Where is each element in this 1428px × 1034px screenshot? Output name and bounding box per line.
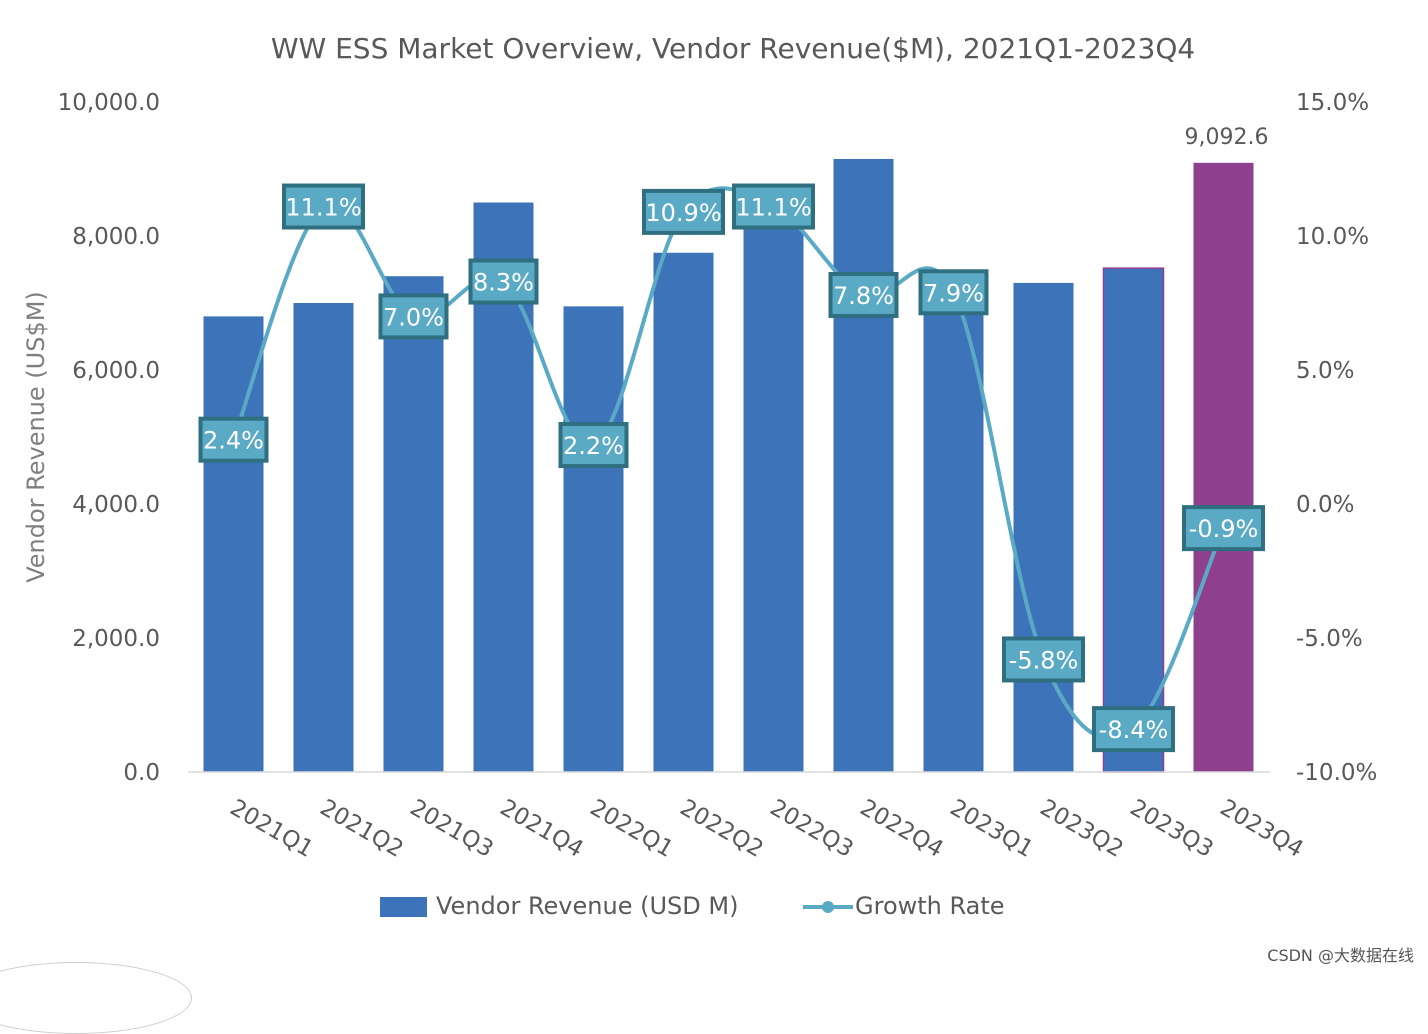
growth-label-box xyxy=(828,271,899,318)
y-tick-label: 4,000.0 xyxy=(72,492,160,518)
growth-label-2023Q4: -0.9% xyxy=(1189,515,1259,543)
growth-label-2022Q4: 7.8% xyxy=(833,282,894,310)
y2-tick-label: 10.0% xyxy=(1296,224,1369,250)
x-tick-label: 2023Q2 xyxy=(1036,795,1128,863)
x-tick-label: 2021Q1 xyxy=(226,795,318,863)
y-axis-label: Vendor Revenue (US$M) xyxy=(22,291,50,583)
growth-label-2021Q4: 8.3% xyxy=(473,269,534,297)
growth-label-box xyxy=(1092,706,1175,753)
bar-2023Q4 xyxy=(1193,162,1254,773)
legend-swatch-revenue xyxy=(380,897,427,917)
y2-tick-label: 15.0% xyxy=(1296,90,1369,116)
bar-2022Q1 xyxy=(563,306,624,772)
growth-label-2023Q2: -5.8% xyxy=(1009,646,1079,674)
combo-chart: WW ESS Market Overview, Vendor Revenue($… xyxy=(22,32,1377,920)
legend-label-revenue: Vendor Revenue (USD M) xyxy=(436,892,738,920)
bar-2021Q3 xyxy=(383,276,444,772)
growth-label-2021Q1: 2.4% xyxy=(203,427,264,455)
bar-2022Q3 xyxy=(743,192,804,772)
revenue-bars xyxy=(203,158,1254,773)
growth-label-2022Q1: 2.2% xyxy=(563,432,624,460)
x-axis-ticks: 2021Q12021Q22021Q32021Q42022Q12022Q22022… xyxy=(226,795,1308,863)
growth-label-2022Q2: 10.9% xyxy=(645,199,721,227)
growth-label-box xyxy=(1182,505,1265,552)
x-tick-label: 2021Q2 xyxy=(316,795,408,863)
y2-axis-ticks: -10.0% -5.0% 0.0% 5.0% 10.0% 15.0% xyxy=(1296,90,1377,786)
x-tick-label: 2021Q3 xyxy=(406,795,498,863)
y2-tick-label: 5.0% xyxy=(1296,358,1354,384)
growth-label-box xyxy=(558,422,629,469)
bar-2023Q3 xyxy=(1103,268,1164,772)
x-tick-label: 2023Q3 xyxy=(1126,795,1218,863)
y2-tick-label: -10.0% xyxy=(1296,760,1377,786)
bar-2021Q2 xyxy=(293,303,354,772)
y-tick-label: 8,000.0 xyxy=(72,224,160,250)
growth-label-2023Q1: 7.9% xyxy=(923,279,984,307)
bar-2022Q2 xyxy=(653,252,714,772)
legend-marker-growth xyxy=(822,901,834,913)
growth-label-box xyxy=(918,269,989,316)
bar-2023Q2 xyxy=(1013,282,1074,772)
x-tick-label: 2023Q1 xyxy=(946,795,1038,863)
x-tick-label: 2022Q2 xyxy=(676,795,768,863)
x-tick-label: 2022Q3 xyxy=(766,795,858,863)
growth-label-2021Q3: 7.0% xyxy=(383,303,444,331)
x-tick-label: 2021Q4 xyxy=(496,795,588,863)
bar-2023Q1 xyxy=(923,306,984,772)
growth-label-box xyxy=(378,293,449,340)
growth-label-2023Q3: -8.4% xyxy=(1099,716,1169,744)
bar-data-label-2023q4: 9,092.6 xyxy=(1185,125,1269,150)
y-tick-label: 10,000.0 xyxy=(58,90,160,116)
y-tick-label: 0.0 xyxy=(123,760,160,786)
growth-label-box xyxy=(282,183,365,230)
y2-tick-label: -5.0% xyxy=(1296,626,1363,652)
y-tick-label: 6,000.0 xyxy=(72,358,160,384)
growth-label-2021Q2: 11.1% xyxy=(285,194,361,222)
legend-label-growth: Growth Rate xyxy=(855,892,1005,920)
bar-2021Q1 xyxy=(203,316,264,772)
bar-2022Q4 xyxy=(833,158,894,772)
x-tick-label: 2022Q1 xyxy=(586,795,678,863)
watermark: CSDN @大数据在线 xyxy=(1267,946,1414,965)
legend: Vendor Revenue (USD M) Growth Rate xyxy=(380,892,1005,920)
growth-label-box xyxy=(732,183,815,230)
growth-label-2022Q3: 11.1% xyxy=(735,194,811,222)
growth-label-box xyxy=(198,416,269,463)
growth-rate-labels: 2.4% 11.1% 7.0% 8.3% 2.2% 10.9% 11.1% 7.8% 7.9% -… xyxy=(198,183,1265,753)
growth-label-box xyxy=(468,258,539,305)
x-tick-label: 2023Q4 xyxy=(1216,795,1308,863)
y-tick-label: 2,000.0 xyxy=(72,626,160,652)
y-axis-ticks: 0.0 2,000.0 4,000.0 6,000.0 8,000.0 10,000.0 xyxy=(58,90,160,786)
chart-title: WW ESS Market Overview, Vendor Revenue($… xyxy=(271,32,1195,65)
y2-tick-label: 0.0% xyxy=(1296,492,1354,518)
growth-label-box xyxy=(642,188,725,235)
x-tick-label: 2022Q4 xyxy=(856,795,948,863)
growth-label-box xyxy=(1002,636,1085,683)
